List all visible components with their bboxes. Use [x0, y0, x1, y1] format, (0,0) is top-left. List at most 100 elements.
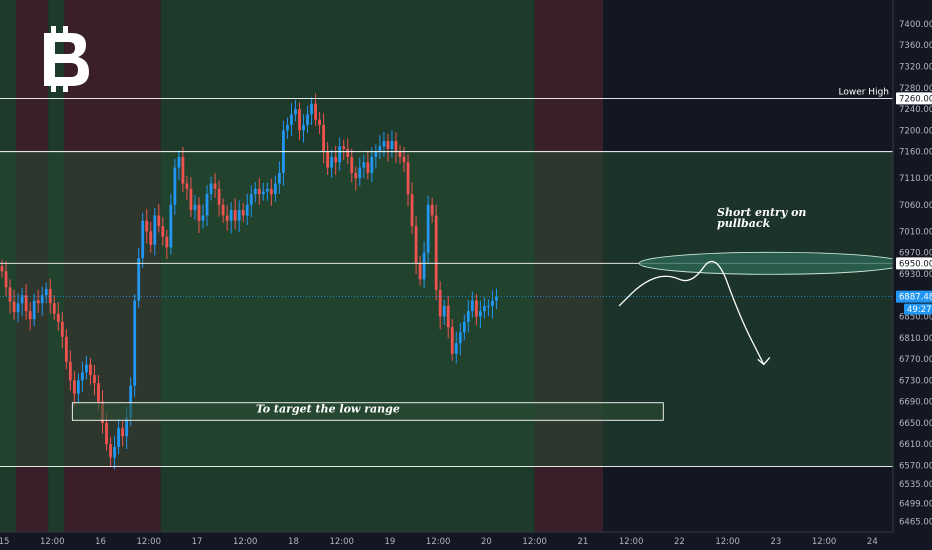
candle	[366, 150, 370, 180]
candle	[298, 102, 301, 140]
candle-body	[474, 300, 478, 317]
x-tick-label: 19	[385, 537, 396, 547]
candle-body	[306, 114, 309, 126]
candle	[438, 281, 442, 330]
candle-body	[56, 313, 60, 322]
candle-body	[161, 226, 165, 237]
candle-body	[205, 194, 209, 216]
candle	[189, 177, 193, 218]
candle	[294, 100, 297, 122]
y-tick-label: 6650.00	[899, 419, 932, 429]
candle-body	[0, 266, 4, 272]
candle-body	[113, 446, 116, 458]
candle-body	[44, 288, 48, 296]
candle	[322, 113, 326, 164]
candle-body	[141, 220, 145, 259]
candles	[0, 93, 498, 470]
candle-body	[390, 140, 394, 149]
y-tick-label: 6730.00	[899, 376, 932, 386]
candle	[209, 176, 213, 201]
candle	[334, 145, 338, 176]
y-tick-label: 6850.00	[899, 313, 932, 323]
candle	[36, 289, 40, 313]
y-tick-label: 7160.00	[899, 148, 932, 158]
candle	[181, 146, 185, 193]
x-tick-label: 12:00	[233, 537, 258, 547]
candle	[201, 204, 205, 229]
target-box[interactable]	[71, 402, 664, 421]
candle	[133, 294, 137, 397]
candle-body	[370, 156, 374, 173]
price-tag: 6887.48	[896, 290, 932, 303]
candle-body	[326, 151, 330, 168]
entry-zone-label: Short entry on	[717, 206, 806, 219]
candle	[157, 204, 161, 233]
candle	[8, 279, 12, 314]
candle-body	[314, 103, 317, 120]
candle-body	[197, 204, 201, 221]
y-tick-label: 7010.00	[899, 227, 932, 237]
candle	[241, 202, 245, 223]
candle-body	[193, 204, 197, 211]
candle-body	[294, 109, 297, 115]
candle	[394, 132, 398, 163]
candle	[290, 103, 293, 137]
y-tick-label: 7280.00	[899, 84, 932, 94]
candle-body	[430, 204, 434, 216]
candle	[0, 259, 4, 278]
candle	[342, 139, 346, 161]
candle-body	[229, 210, 233, 221]
y-tick-label: 7060.00	[899, 201, 932, 211]
y-tick-label: 6570.00	[899, 462, 932, 472]
candle	[237, 200, 241, 232]
y-tick-label: 6690.00	[899, 398, 932, 408]
annotations[interactable]: To target the low range Short entry onpul…	[71, 206, 905, 421]
candle-body	[342, 146, 346, 149]
bitcoin-icon	[44, 26, 89, 92]
candle-body	[64, 336, 68, 362]
candle-body	[442, 305, 446, 317]
candle	[418, 255, 422, 286]
candle-body	[378, 146, 382, 152]
candle	[141, 212, 145, 268]
candle-body	[402, 156, 406, 163]
candle	[398, 145, 402, 164]
time-axis-panel	[0, 532, 932, 550]
candle	[109, 436, 112, 467]
projection-path[interactable]	[618, 260, 765, 365]
price-tag: 7260.00	[896, 92, 932, 105]
candle-body	[165, 236, 169, 248]
candle-body	[60, 321, 64, 337]
candle	[495, 288, 498, 310]
candle-body	[478, 311, 482, 317]
candle-body	[12, 301, 16, 313]
candle	[382, 131, 386, 157]
candle	[286, 117, 289, 139]
x-tick-label: 20	[481, 537, 492, 547]
y-tick-label: 6810.00	[899, 334, 932, 344]
candle-body	[185, 183, 189, 189]
candle	[378, 135, 382, 160]
candle-body	[233, 210, 237, 221]
candle	[273, 175, 277, 202]
level-label: Lower High	[838, 87, 889, 97]
candle	[185, 175, 189, 201]
candle-body	[97, 383, 100, 402]
y-tick-label: 7240.00	[899, 105, 932, 115]
candle-body	[209, 183, 213, 195]
x-tick-label: 12:00	[426, 537, 451, 547]
x-tick-label: 12:00	[715, 537, 740, 547]
y-tick-label: 6610.00	[899, 440, 932, 450]
candle-body	[237, 210, 241, 221]
y-tick-label: 7400.00	[899, 20, 932, 30]
candle-body	[454, 343, 458, 354]
candle-body	[20, 295, 24, 304]
candle	[454, 331, 458, 364]
candle-body	[269, 188, 273, 195]
candle-body	[109, 444, 112, 458]
candle-body	[245, 204, 249, 216]
candle-body	[225, 215, 229, 221]
candle	[474, 293, 478, 326]
entry-zone-ellipse[interactable]	[638, 251, 905, 275]
